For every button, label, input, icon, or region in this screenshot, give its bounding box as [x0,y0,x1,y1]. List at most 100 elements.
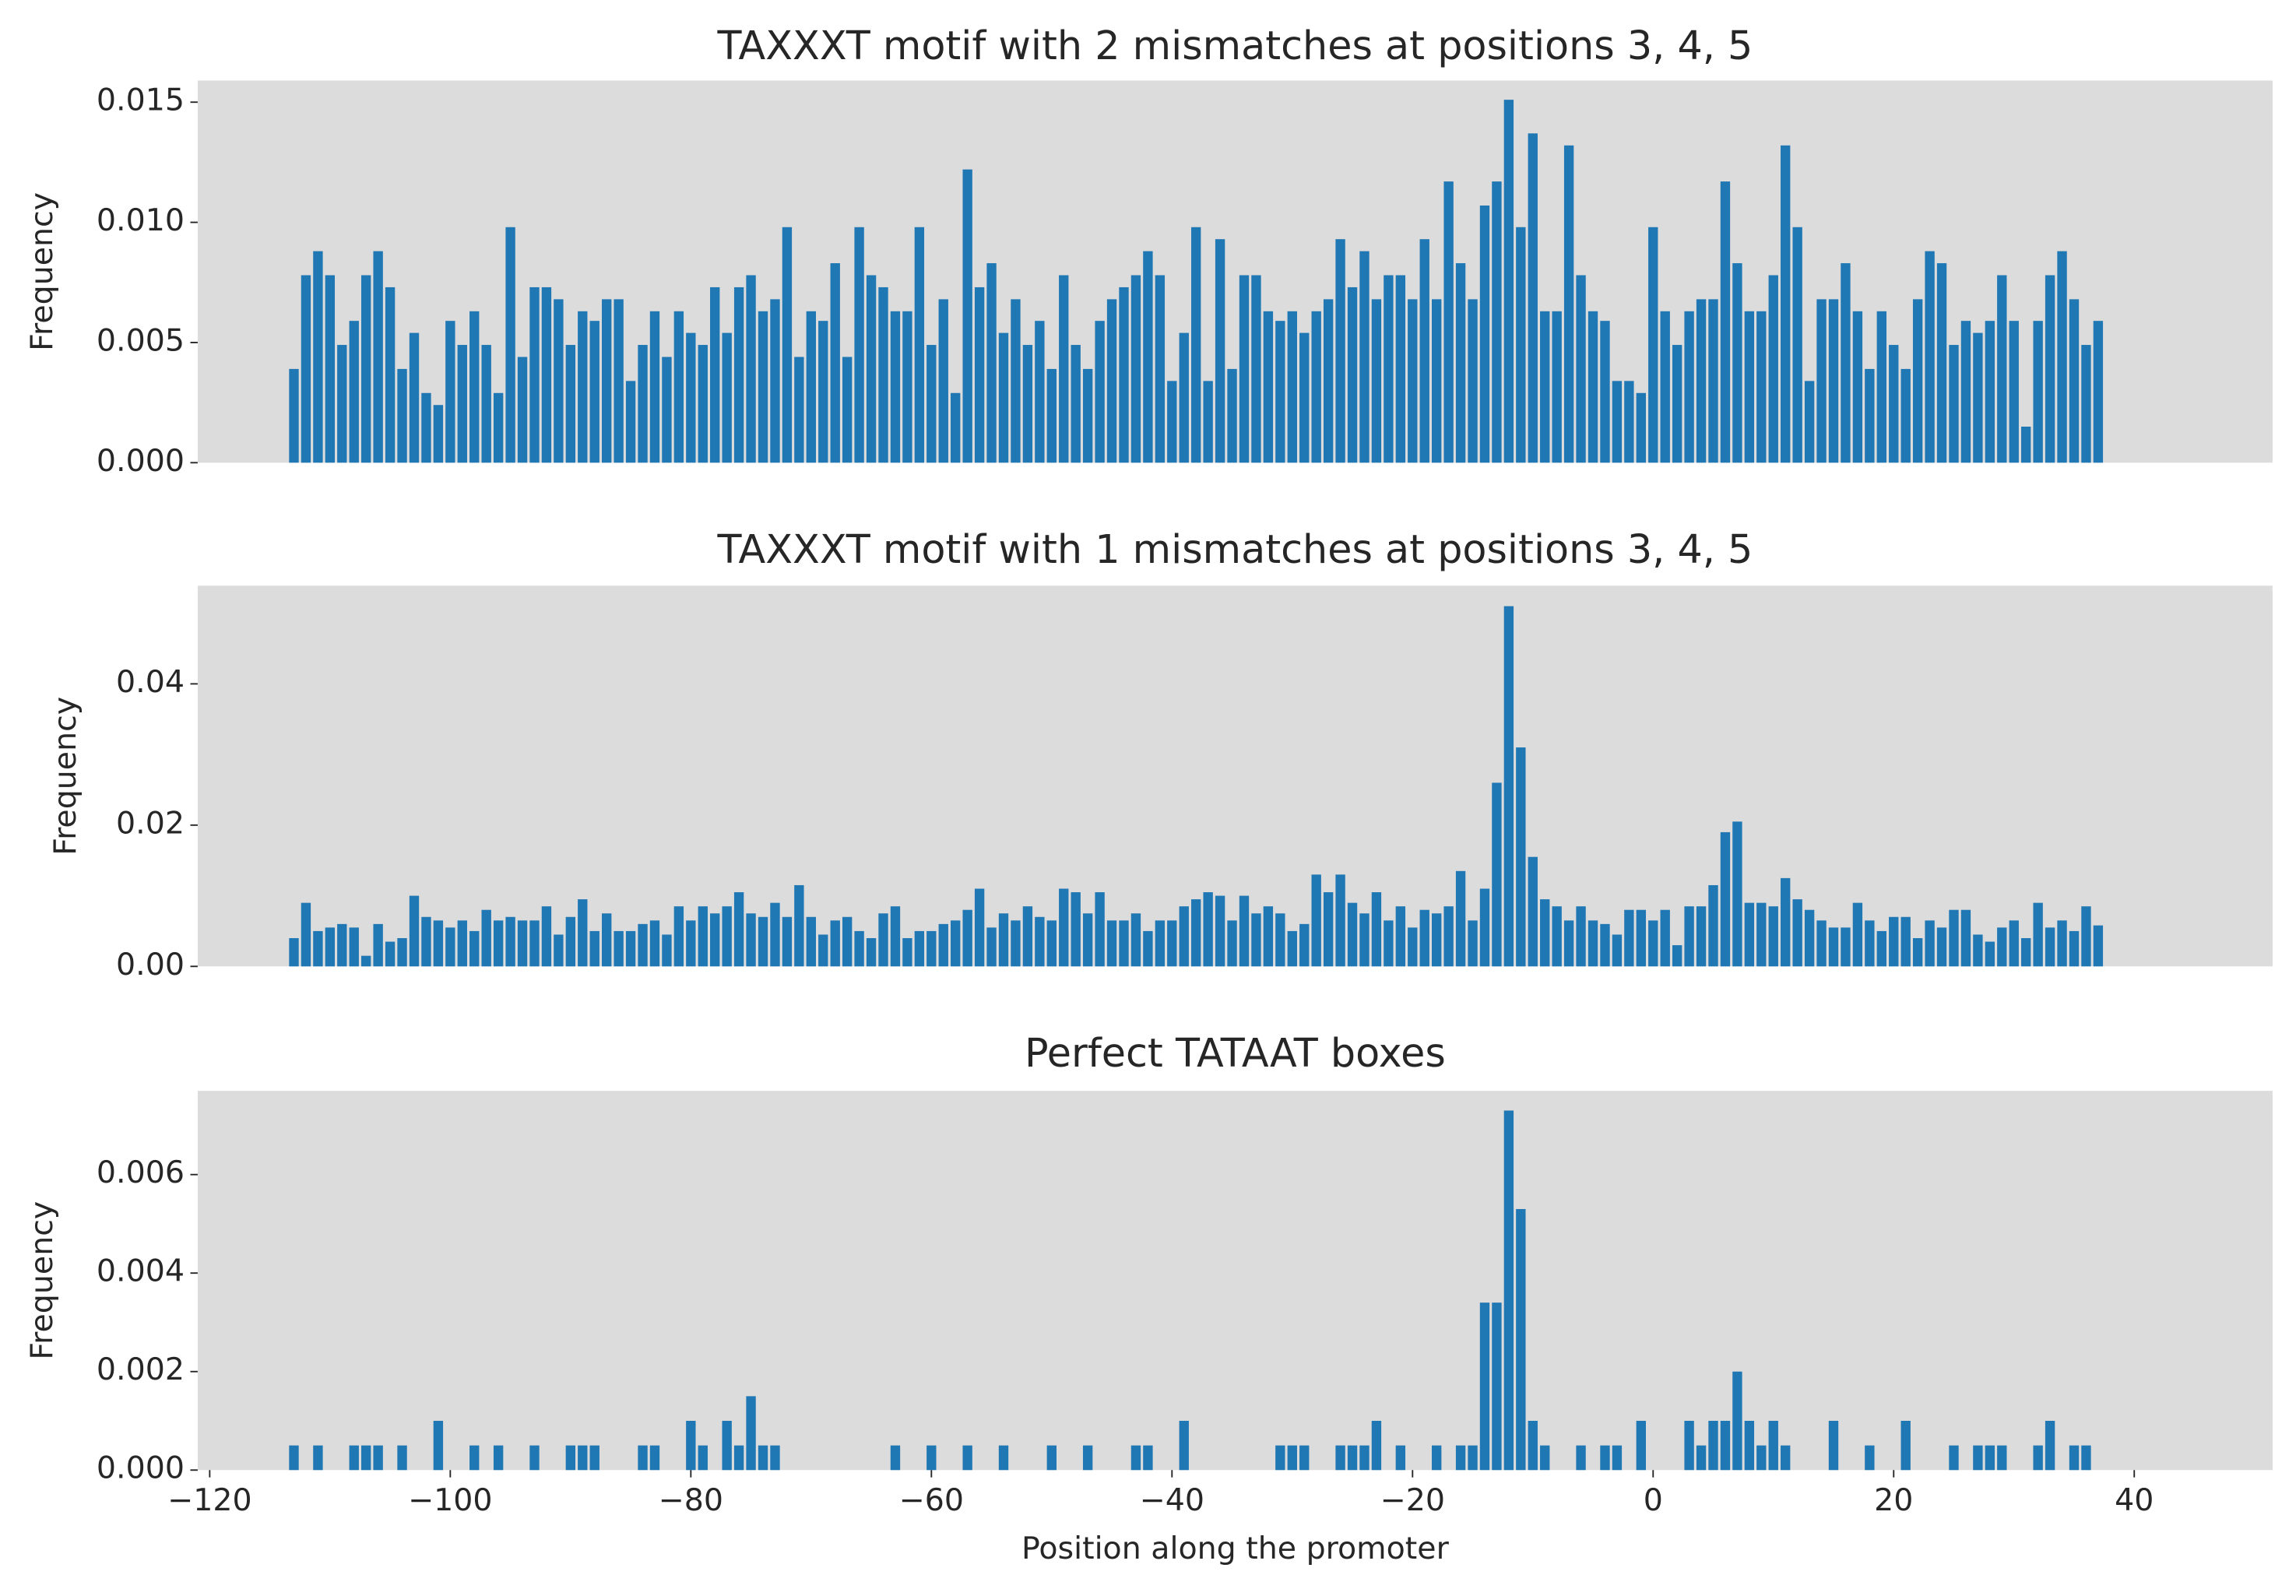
bar [1828,299,1839,463]
bar [806,916,816,967]
bar [1191,899,1201,967]
bar [505,916,515,967]
bar [733,287,744,463]
bar [325,275,336,463]
bar [1744,1420,1755,1471]
bar [638,345,648,463]
bar [1889,345,1899,463]
bar [1071,892,1081,967]
bar [1720,1420,1731,1471]
bar [1022,906,1033,967]
bar [1648,920,1658,967]
bar [1804,381,1815,463]
bar [1155,920,1166,967]
bar [1335,239,1345,463]
bar [1648,227,1658,463]
bar [361,955,371,967]
bar [1792,227,1802,463]
bar [866,937,877,967]
bar [1419,239,1429,463]
bar [1119,920,1129,967]
bar [349,321,359,463]
bar [614,930,624,967]
bar [373,251,383,463]
bar [998,1445,1009,1471]
bar [686,1420,696,1471]
bar [1696,1445,1707,1471]
bar [1816,920,1827,967]
bar [733,892,744,967]
bar [421,916,431,967]
bar [1492,181,1502,463]
bar [469,1445,480,1471]
bar [1696,299,1707,463]
bar [1384,275,1394,463]
bar [1419,909,1429,967]
chart-title: Perfect TATAAT boxes [1025,1030,1446,1076]
bar [722,1420,732,1471]
bar [902,937,912,967]
bar [1179,332,1189,463]
bar [1781,877,1791,967]
bar [1384,920,1394,967]
bar [770,1445,780,1471]
bar [1479,1302,1490,1471]
bar [2021,427,2031,463]
x-tick-label: −60 [899,1482,964,1518]
bar [589,321,599,463]
bar [2069,1445,2080,1471]
bar [962,909,972,967]
bar [1936,263,1947,463]
bar [1600,923,1610,967]
bar [1804,909,1815,967]
bar [2033,1445,2043,1471]
bar [1684,906,1694,967]
plot-area [197,585,2273,967]
bar [565,345,576,463]
bar [1949,345,1959,463]
bar [397,937,407,967]
bar [1479,205,1490,463]
bar [1263,311,1274,463]
bar [1636,909,1646,967]
bar [673,906,684,967]
x-tick-label: −100 [408,1482,492,1518]
bar [1973,934,1983,967]
bar [1768,906,1778,967]
bar [1792,899,1802,967]
y-tick-label: 0.000 [97,443,185,479]
bar [1600,321,1610,463]
bar [1119,287,1129,463]
bar [1046,920,1057,967]
bar [986,927,997,967]
bar [710,287,720,463]
bar [601,913,612,967]
bar [409,332,420,463]
bar [1143,930,1153,967]
bar [2081,906,2091,967]
bar [554,934,564,967]
bar [673,311,684,463]
bar [842,357,853,463]
bar [974,888,985,967]
bar [1046,368,1057,463]
bar [1011,299,1021,463]
bar [493,392,504,463]
bar [373,1445,383,1471]
bar [1251,913,1261,967]
bar [914,227,925,463]
bar [337,345,347,463]
bar [1612,1445,1623,1471]
bar [770,299,780,463]
bar [1455,1445,1466,1471]
bar [1852,311,1863,463]
bar [529,1445,540,1471]
bar [758,311,768,463]
bar [866,275,877,463]
bar [1311,874,1321,967]
bar [2093,925,2104,967]
bar [493,920,504,967]
bar [578,311,588,463]
bar [914,930,925,967]
bar [565,1445,576,1471]
